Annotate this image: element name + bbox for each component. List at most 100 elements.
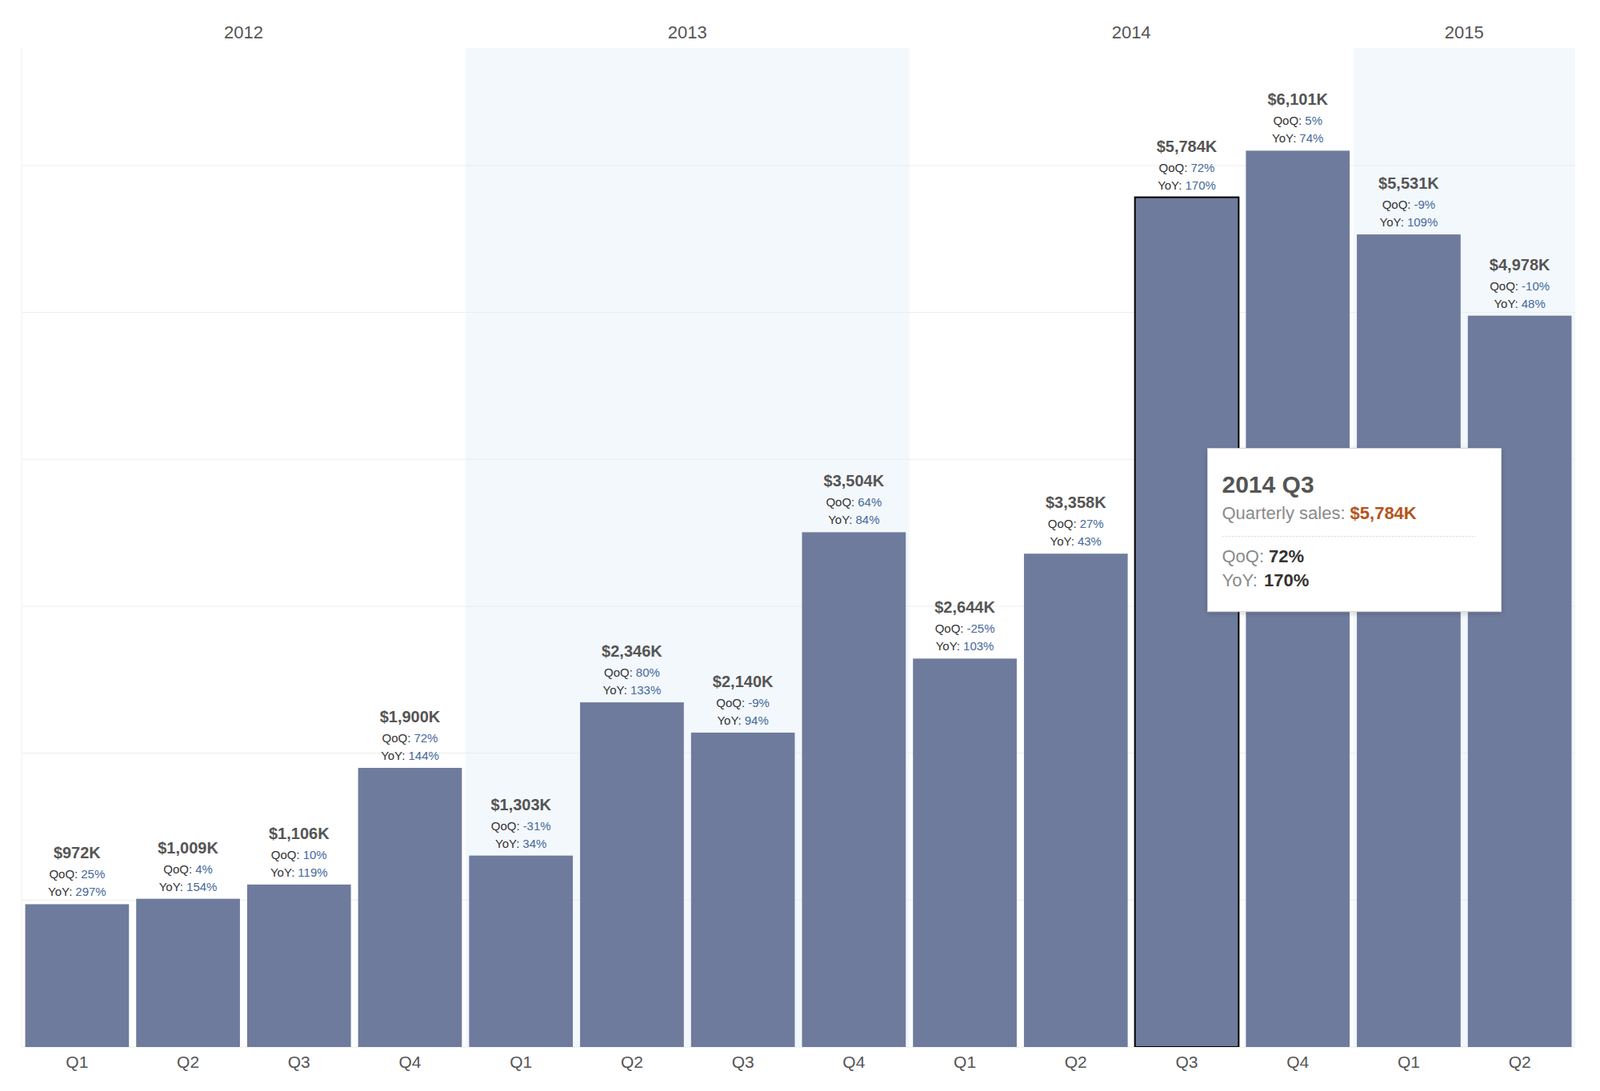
tooltip-qoq: QoQ:72% (1222, 546, 1305, 567)
tooltip-qoq-caption: QoQ: (1222, 546, 1265, 567)
yoy-value: 297% (75, 884, 106, 899)
category-label: Q2 (176, 1052, 200, 1072)
value-label: $1,106K (268, 824, 330, 843)
yoy-value: 84% (856, 512, 880, 527)
yoy-value: 94% (744, 713, 769, 728)
bar[interactable] (580, 702, 684, 1048)
qoq-label: QoQ:80% (604, 665, 660, 680)
qoq-value: 80% (636, 665, 660, 680)
qoq-caption: QoQ: (48, 867, 78, 881)
yoy-caption: YoY: (495, 836, 520, 851)
bar[interactable] (912, 658, 1017, 1048)
yoy-label: YoY:119% (270, 865, 328, 880)
bar[interactable] (1468, 316, 1572, 1048)
category-label: Q2 (620, 1052, 644, 1072)
qoq-value: 64% (857, 495, 882, 509)
qoq-caption: QoQ: (1272, 113, 1302, 128)
qoq-caption: QoQ: (271, 848, 300, 862)
bar[interactable] (1356, 234, 1461, 1048)
yoy-value: 34% (522, 836, 547, 851)
yoy-caption: YoY: (716, 713, 741, 728)
qoq-value: -31% (523, 819, 552, 833)
tooltip-title: 2014 Q3 (1222, 471, 1315, 498)
bars (25, 150, 1572, 1048)
qoq-caption: QoQ: (491, 819, 520, 833)
bar[interactable] (691, 732, 796, 1048)
yoy-label: YoY:74% (1272, 131, 1324, 145)
tooltip-yoy-value: 170% (1264, 570, 1309, 591)
yoy-label: YoY:34% (495, 836, 547, 851)
qoq-label: QoQ:-9% (1382, 197, 1436, 212)
yoy-value: 144% (408, 748, 439, 763)
tooltip-divider (1222, 536, 1476, 537)
bar[interactable] (358, 768, 463, 1048)
yoy-value: 43% (1077, 534, 1102, 548)
category-label: Q3 (1175, 1052, 1198, 1072)
tooltip-yoy: YoY:170% (1222, 570, 1310, 591)
qoq-value: 10% (303, 848, 328, 862)
chart: 2012201320142015$972KQoQ:25%YoY:297%$1,0… (0, 0, 1600, 1091)
tooltip: 2014 Q3 Quarterly sales:$5,784K QoQ:72% YoY… (1208, 448, 1502, 612)
yoy-caption: YoY: (828, 512, 852, 527)
bar[interactable] (136, 899, 240, 1048)
value-label: $1,900K (380, 708, 441, 726)
yoy-label: YoY:297% (48, 884, 107, 899)
value-label: $972K (53, 844, 101, 862)
qoq-value: 72% (1190, 160, 1215, 175)
bar[interactable] (802, 532, 907, 1048)
qoq-label: QoQ:-31% (491, 819, 552, 833)
yoy-value: 133% (630, 683, 661, 697)
qoq-value: 72% (413, 731, 438, 745)
yoy-label: YoY: 84% (828, 512, 880, 527)
yoy-caption: YoY: (1380, 215, 1404, 229)
qoq-value: -25% (966, 621, 995, 636)
qoq-label: QoQ:-9% (716, 696, 770, 710)
qoq-value: 5% (1304, 113, 1323, 128)
qoq-caption: QoQ: (163, 862, 192, 876)
value-label: $2,140K (712, 672, 774, 691)
yoy-value: 74% (1299, 131, 1324, 145)
qoq-caption: QoQ: (825, 495, 855, 509)
tooltip-box (1208, 448, 1502, 612)
qoq-value: -10% (1521, 279, 1550, 293)
yoy-caption: YoY: (1493, 296, 1518, 311)
category-label: Q1 (509, 1052, 532, 1072)
bar[interactable] (1135, 197, 1240, 1048)
value-label: $3,358K (1045, 493, 1107, 512)
bar[interactable] (468, 856, 573, 1048)
tooltip-sales-caption: Quarterly sales: (1222, 503, 1346, 524)
bar[interactable] (1024, 553, 1128, 1048)
category-label: Q3 (732, 1052, 755, 1072)
category-label: Q4 (842, 1052, 865, 1072)
yoy-caption: YoY: (380, 748, 405, 763)
value-label: $4,978K (1489, 256, 1551, 274)
yoy-value: 170% (1184, 178, 1216, 192)
value-label: $6,101K (1267, 90, 1328, 108)
bar[interactable] (25, 904, 130, 1048)
qoq-caption: QoQ: (382, 731, 412, 745)
yoy-value: 109% (1407, 215, 1438, 229)
qoq-label: QoQ:-25% (935, 621, 996, 636)
qoq-caption: QoQ: (1159, 160, 1188, 175)
qoq-value: 4% (195, 862, 213, 876)
category-label: Q1 (1397, 1052, 1420, 1072)
yoy-caption: YoY: (603, 683, 628, 697)
yoy-caption: YoY: (936, 639, 960, 653)
category-label: Q3 (288, 1052, 311, 1072)
category-label: Q4 (1286, 1052, 1309, 1072)
yoy-label: YoY:109% (1380, 215, 1439, 229)
yoy-value: 103% (963, 639, 994, 653)
qoq-value: 25% (80, 867, 105, 881)
value-label: $2,644K (934, 598, 996, 616)
bar[interactable] (247, 884, 352, 1048)
tooltip-qoq-value: 72% (1268, 546, 1304, 567)
yoy-label: YoY:170% (1157, 178, 1216, 192)
qoq-value: -9% (1414, 197, 1436, 212)
yoy-caption: YoY: (270, 865, 295, 880)
tooltip-sales-value: $5,784K (1350, 503, 1417, 524)
qoq-label: QoQ:25% (48, 867, 105, 881)
qoq-caption: QoQ: (716, 696, 745, 710)
yoy-label: YoY:103% (936, 639, 995, 653)
qoq-value: 27% (1080, 516, 1104, 531)
category-label: Q1 (65, 1052, 88, 1072)
